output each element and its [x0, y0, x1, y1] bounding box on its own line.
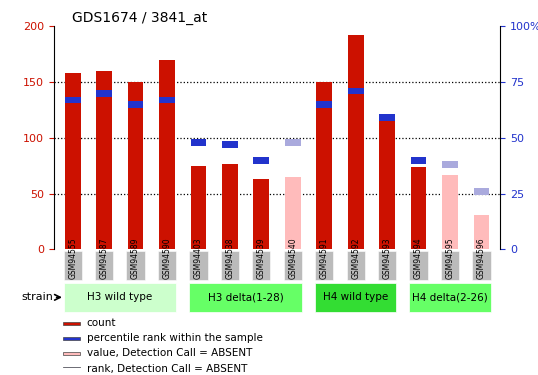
Text: rank, Detection Call = ABSENT: rank, Detection Call = ABSENT: [87, 364, 247, 374]
Bar: [473, 215, 490, 249]
FancyBboxPatch shape: [189, 283, 302, 312]
Text: GSM94555: GSM94555: [68, 237, 77, 279]
Text: GSM94539: GSM94539: [257, 237, 266, 279]
FancyBboxPatch shape: [472, 251, 491, 280]
Bar: [65, 73, 81, 249]
Bar: [128, 101, 144, 108]
FancyBboxPatch shape: [63, 251, 82, 280]
Bar: [159, 60, 175, 249]
Text: H3 wild type: H3 wild type: [87, 292, 152, 302]
Bar: [442, 175, 458, 249]
Text: GSM94595: GSM94595: [445, 237, 455, 279]
Bar: [222, 164, 238, 249]
Bar: [190, 166, 206, 249]
Bar: [348, 35, 364, 249]
Bar: [96, 90, 112, 97]
Bar: [63, 367, 80, 370]
Bar: [159, 97, 175, 103]
Bar: [96, 71, 112, 249]
Text: GSM94587: GSM94587: [100, 238, 109, 279]
FancyBboxPatch shape: [346, 251, 365, 280]
Text: GSM94596: GSM94596: [477, 237, 486, 279]
FancyBboxPatch shape: [126, 251, 145, 280]
Text: GSM94594: GSM94594: [414, 237, 423, 279]
Bar: [63, 352, 80, 355]
Text: count: count: [87, 318, 116, 328]
Text: GSM94590: GSM94590: [162, 237, 172, 279]
Bar: [253, 157, 269, 164]
FancyBboxPatch shape: [284, 251, 302, 280]
FancyBboxPatch shape: [95, 251, 113, 280]
Bar: [379, 117, 395, 249]
FancyBboxPatch shape: [63, 283, 176, 312]
FancyBboxPatch shape: [378, 251, 397, 280]
FancyBboxPatch shape: [409, 251, 428, 280]
FancyBboxPatch shape: [158, 251, 176, 280]
Bar: [253, 179, 269, 249]
Text: GDS1674 / 3841_at: GDS1674 / 3841_at: [72, 11, 207, 25]
Text: H4 wild type: H4 wild type: [323, 292, 388, 302]
FancyBboxPatch shape: [315, 283, 397, 312]
Text: GSM94538: GSM94538: [225, 238, 235, 279]
Bar: [348, 88, 364, 94]
FancyBboxPatch shape: [252, 251, 271, 280]
FancyBboxPatch shape: [221, 251, 239, 280]
Bar: [222, 141, 238, 148]
Text: GSM94403: GSM94403: [194, 237, 203, 279]
Bar: [442, 161, 458, 168]
FancyBboxPatch shape: [315, 251, 334, 280]
Text: GSM94540: GSM94540: [288, 237, 298, 279]
Bar: [410, 167, 427, 249]
Text: percentile rank within the sample: percentile rank within the sample: [87, 333, 263, 343]
Bar: [285, 177, 301, 249]
Text: GSM94593: GSM94593: [383, 237, 392, 279]
Bar: [410, 157, 427, 164]
Bar: [379, 114, 395, 121]
Bar: [65, 97, 81, 103]
Bar: [473, 188, 490, 195]
FancyBboxPatch shape: [441, 251, 459, 280]
Text: value, Detection Call = ABSENT: value, Detection Call = ABSENT: [87, 348, 252, 358]
Bar: [190, 139, 206, 146]
FancyBboxPatch shape: [409, 283, 491, 312]
Text: strain: strain: [22, 292, 53, 302]
Bar: [285, 139, 301, 146]
Bar: [128, 82, 144, 249]
Text: GSM94591: GSM94591: [320, 238, 329, 279]
Text: H3 delta(1-28): H3 delta(1-28): [208, 292, 284, 302]
Text: H4 delta(2-26): H4 delta(2-26): [412, 292, 488, 302]
FancyBboxPatch shape: [189, 251, 208, 280]
Bar: [316, 101, 332, 108]
Bar: [63, 337, 80, 340]
Bar: [63, 321, 80, 324]
Bar: [316, 82, 332, 249]
Text: GSM94592: GSM94592: [351, 238, 360, 279]
Text: GSM94589: GSM94589: [131, 238, 140, 279]
